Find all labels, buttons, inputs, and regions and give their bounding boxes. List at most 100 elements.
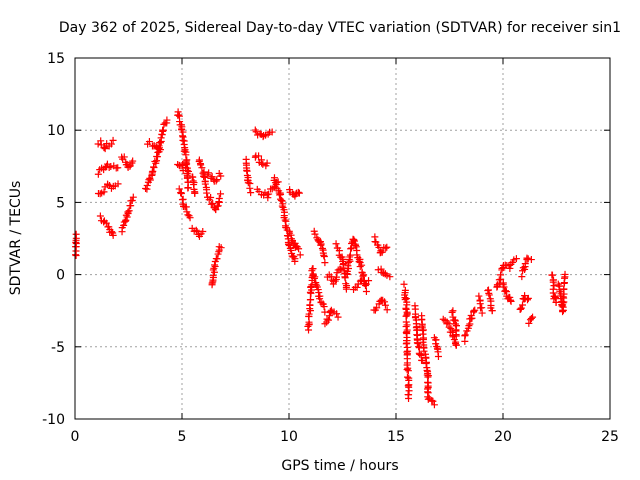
data-point	[502, 287, 510, 295]
data-point	[251, 126, 259, 134]
data-point	[180, 147, 188, 155]
data-point	[351, 237, 359, 245]
data-point	[377, 247, 385, 255]
data-point	[278, 202, 286, 210]
data-point	[185, 167, 193, 175]
data-point	[212, 177, 220, 185]
data-point	[109, 136, 117, 144]
data-point	[443, 318, 451, 326]
data-point	[163, 116, 171, 124]
data-point	[207, 193, 215, 201]
x-tick-label: 20	[494, 429, 512, 445]
y-tick-label: -10	[42, 412, 65, 428]
data-point	[200, 173, 208, 181]
y-tick-label: 15	[47, 51, 65, 67]
data-point	[507, 297, 515, 305]
data-point	[324, 316, 332, 324]
data-point	[497, 271, 505, 279]
y-tick-label: 5	[56, 195, 65, 211]
data-point	[362, 287, 370, 295]
data-point	[524, 255, 532, 263]
data-point	[362, 280, 370, 288]
data-point	[418, 357, 426, 365]
data-point	[182, 163, 190, 171]
data-point	[178, 161, 186, 169]
data-point	[72, 230, 80, 238]
data-point	[109, 231, 117, 239]
data-point	[402, 340, 410, 348]
data-point	[311, 230, 319, 238]
data-point	[552, 298, 560, 306]
data-point	[521, 260, 529, 268]
data-point	[346, 251, 354, 259]
data-point	[352, 241, 360, 249]
data-point	[183, 166, 191, 174]
data-point	[500, 283, 508, 291]
data-point	[270, 174, 278, 182]
data-point	[445, 320, 453, 328]
data-point	[470, 307, 478, 315]
data-point	[452, 332, 460, 340]
data-point	[428, 396, 436, 404]
data-point	[519, 264, 527, 272]
data-point	[184, 184, 192, 192]
data-point	[328, 276, 336, 284]
data-point	[100, 188, 108, 196]
x-tick-label: 15	[387, 429, 405, 445]
x-axis-label: GPS time / hours	[281, 458, 398, 474]
data-point	[527, 314, 535, 322]
data-point	[400, 280, 408, 288]
data-point	[156, 139, 164, 147]
data-point	[174, 111, 182, 119]
data-point	[506, 264, 514, 272]
data-point	[268, 128, 276, 136]
data-point	[402, 305, 410, 313]
data-point	[524, 294, 532, 302]
data-point	[295, 189, 303, 197]
y-tick-label: -5	[51, 340, 65, 356]
data-point	[333, 310, 341, 318]
data-point	[524, 296, 532, 304]
data-point	[517, 304, 525, 312]
data-point	[120, 153, 128, 161]
data-point	[378, 248, 386, 256]
data-point	[451, 340, 459, 348]
data-point	[517, 305, 525, 313]
data-point	[120, 221, 128, 229]
data-point	[177, 189, 185, 197]
data-point	[356, 263, 364, 271]
x-tick-label: 10	[280, 429, 298, 445]
data-point	[124, 208, 132, 216]
data-point	[342, 283, 350, 291]
data-point	[424, 395, 432, 403]
data-point	[152, 142, 160, 150]
y-axis-label: SDTVAR / TECUs	[8, 181, 24, 296]
data-point	[252, 128, 260, 136]
data-point	[316, 292, 324, 300]
data-point	[308, 265, 316, 273]
data-point	[358, 261, 366, 269]
data-point	[317, 241, 325, 249]
data-point	[320, 303, 328, 311]
data-point	[475, 292, 483, 300]
data-point	[276, 189, 284, 197]
data-point	[347, 245, 355, 253]
data-point	[523, 254, 531, 262]
data-point	[334, 313, 342, 321]
data-point	[318, 244, 326, 252]
data-point	[192, 226, 200, 234]
data-point	[125, 207, 133, 215]
data-point	[434, 353, 442, 361]
data-point	[294, 188, 302, 196]
data-point	[420, 347, 428, 355]
data-point	[209, 200, 217, 208]
data-point	[101, 145, 109, 153]
data-point	[429, 397, 437, 405]
data-point	[405, 394, 413, 402]
chart-title: Day 362 of 2025, Sidereal Day-to-day VTE…	[59, 20, 621, 36]
data-point	[560, 285, 568, 293]
data-point	[383, 243, 391, 251]
data-point	[213, 255, 221, 263]
data-point	[96, 212, 104, 220]
data-point	[183, 208, 191, 216]
